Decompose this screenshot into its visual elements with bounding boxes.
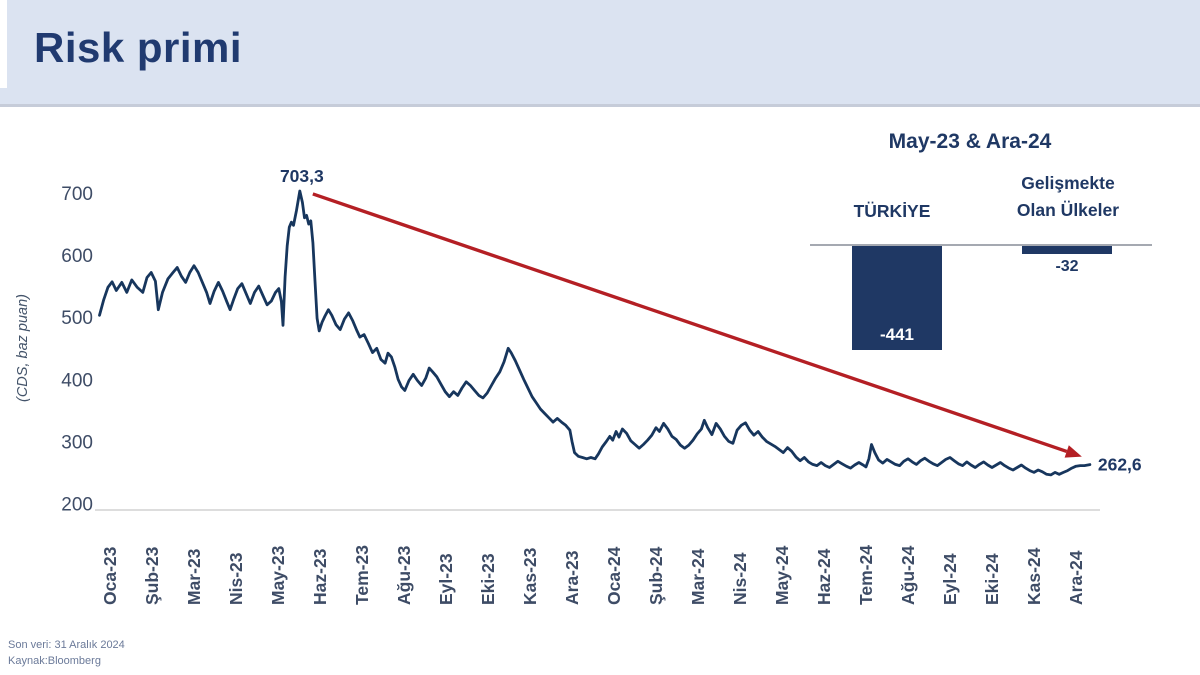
inset-bar-value-turkiye: -441: [879, 325, 915, 344]
inset-bar-chart: May-23 & Ara-24 TÜRKİYE Gelişmekte Olan …: [790, 122, 1170, 350]
x-tick-label: Haz-24: [814, 548, 834, 605]
x-tick-label: Mar-24: [688, 548, 708, 605]
footer-last-data: Son veri: 31 Aralık 2024: [8, 639, 125, 651]
inset-bar-turkiye: -441: [852, 246, 942, 350]
x-tick-label: Eyl-24: [940, 553, 960, 605]
header-band: Risk primi: [0, 0, 1200, 107]
inset-col-label-turkiye-text: TÜRKİYE: [853, 201, 931, 221]
y-tick-label: 400: [61, 370, 93, 391]
y-tick-label: 700: [61, 184, 93, 205]
x-tick-label: Tem-24: [856, 545, 876, 605]
inset-bar-value-em: -32: [1055, 258, 1079, 275]
y-tick-label: 200: [61, 495, 93, 516]
x-tick-label: Eki-24: [982, 553, 1002, 605]
inset-col-label-turkiye: TÜRKİYE: [842, 198, 942, 225]
x-tick-label: Ara-24: [1066, 550, 1086, 605]
x-tick-label: Nis-23: [226, 552, 246, 605]
x-tick-label: Şub-24: [646, 546, 666, 605]
inset-title: May-23 & Ara-24: [888, 130, 1052, 153]
x-tick-label: Ağu-24: [898, 545, 918, 605]
inset-baseline: [810, 244, 1152, 246]
x-tick-label: Mar-23: [184, 548, 204, 605]
trend-arrow-head: [1064, 445, 1082, 458]
inset-col-label-em-line1: Gelişmekte: [1021, 173, 1115, 193]
footer-source: Son veri: 31 Aralık 2024 Kaynak:Bloomber…: [8, 637, 125, 669]
x-tick-label: Tem-23: [352, 545, 372, 605]
x-tick-label: Haz-23: [310, 548, 330, 605]
inset-col-label-em-line2: Olan Ülkeler: [1016, 200, 1120, 220]
inset-bar-em: [1022, 246, 1112, 254]
slide-edge: [0, 0, 7, 88]
last-annotation: 262,6: [1098, 455, 1142, 475]
y-tick-label: 300: [61, 432, 93, 453]
x-tick-label: Ağu-23: [394, 545, 414, 605]
x-tick-label: Eki-23: [478, 553, 498, 605]
x-tick-label: May-24: [772, 545, 792, 605]
x-tick-label: Oca-23: [100, 546, 120, 605]
y-axis-label: (CDS, baz puan): [15, 294, 31, 402]
inset-col-label-em: Gelişmekte Olan Ülkeler: [998, 170, 1138, 224]
x-tick-label: Oca-24: [604, 546, 624, 605]
x-tick-label: May-23: [268, 545, 288, 605]
x-tick-label: Şub-23: [142, 546, 162, 605]
page-title: Risk primi: [34, 24, 243, 71]
footer-source-line: Kaynak:Bloomberg: [8, 655, 101, 667]
y-tick-label: 500: [61, 308, 93, 329]
y-tick-label: 600: [61, 246, 93, 267]
peak-annotation: 703,3: [280, 166, 324, 186]
x-tick-label: Kas-23: [520, 547, 540, 605]
x-tick-label: Eyl-23: [436, 553, 456, 605]
x-tick-label: Ara-23: [562, 550, 582, 605]
x-tick-label: Kas-24: [1024, 547, 1044, 605]
x-tick-label: Nis-24: [730, 552, 750, 605]
